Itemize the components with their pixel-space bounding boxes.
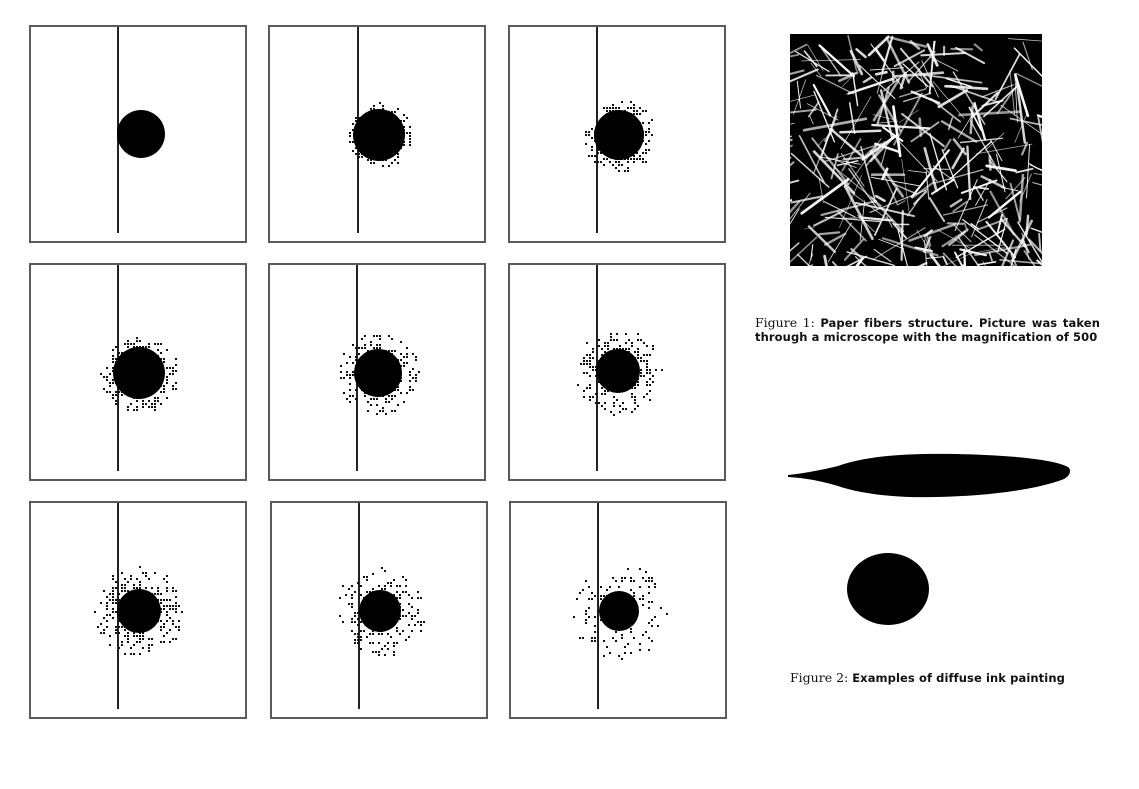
figure-1-text: Paper fibers structure. Picture was take… [755,316,1100,344]
paper-fibers-micrograph [790,34,1042,266]
diffusion-panel-4 [29,263,247,481]
diffusion-panel-6 [508,263,726,481]
ink-spot [117,110,165,158]
diffusion-panel-7 [29,501,247,719]
ink-spot [339,567,425,656]
ink-spot [94,566,183,655]
figure-2-label: Figure 2: [790,670,849,685]
ink-spot [340,335,420,415]
panel-divider-line [597,503,599,709]
figure-2-caption: Figure 2: Examples of diffuse ink painti… [790,670,1090,686]
figure-1-caption: Figure 1: Paper fibers structure. Pictur… [755,315,1100,345]
figure-1-label: Figure 1: [755,315,815,330]
ink-spot [100,337,177,411]
ink-brush-stroke [788,453,1071,498]
figure-2-text: Examples of diffuse ink painting [852,671,1065,685]
diffusion-panel-3 [508,25,726,243]
ink-spot [573,568,668,660]
diffusion-panel-9 [509,501,727,719]
diffusion-panel-1 [29,25,247,243]
panel-divider-line [358,503,360,709]
ink-blot [847,553,929,625]
diffusion-panel-8 [270,501,488,719]
ink-spot [577,333,663,416]
diffusion-panel-2 [268,25,486,243]
ink-spot [349,102,411,167]
ink-spot [585,101,653,172]
diffusion-panel-5 [268,263,486,481]
